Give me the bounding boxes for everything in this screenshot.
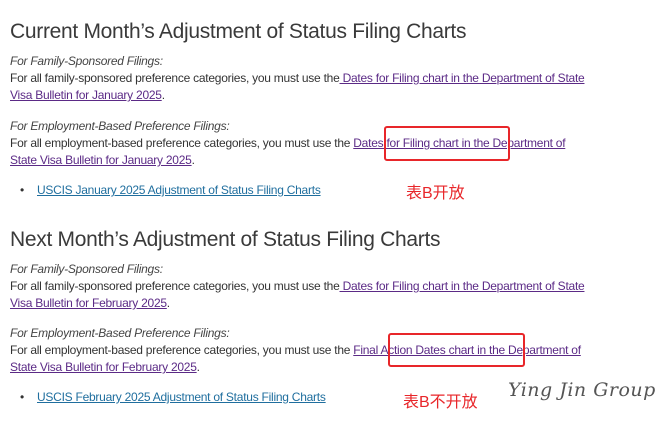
highlight-box bbox=[384, 126, 510, 161]
list-item: USCIS January 2025 Adjustment of Status … bbox=[20, 183, 321, 197]
employment-text: For all employment-based preference cate… bbox=[10, 136, 354, 150]
family-text: For all family-sponsored preference cate… bbox=[10, 71, 340, 85]
visa-bulletin-january-link[interactable]: State Visa Bulletin for January 2025 bbox=[10, 153, 192, 167]
employment-label: For Employment-Based Preference Filings: bbox=[10, 119, 230, 133]
final-action-dates-chart-link[interactable]: Final Action Dates chart bbox=[353, 343, 474, 357]
family-label: For Family-Sponsored Filings: bbox=[10, 262, 163, 276]
dates-for-filing-chart-link[interactable]: Dates for Filing chart bbox=[353, 136, 459, 150]
family-text-line2: Visa Bulletin for February 2025. bbox=[10, 296, 170, 310]
employment-text: For all employment-based preference cate… bbox=[10, 343, 354, 357]
visa-bulletin-february-link[interactable]: State Visa Bulletin for February 2025 bbox=[10, 360, 197, 374]
period: . bbox=[196, 360, 200, 374]
dates-for-filing-link[interactable]: Dates for Filing chart in the Department… bbox=[339, 279, 585, 293]
highlight-box bbox=[388, 333, 525, 367]
family-text-line: For all family-sponsored preference cate… bbox=[10, 71, 585, 85]
uscis-february-charts-link[interactable]: USCIS February 2025 Adjustment of Status… bbox=[37, 390, 326, 404]
visa-bulletin-february-link[interactable]: Visa Bulletin for February 2025 bbox=[10, 296, 167, 310]
period: . bbox=[166, 296, 170, 310]
watermark-logo: Ying Jin Group bbox=[508, 379, 656, 401]
period: . bbox=[161, 88, 165, 102]
employment-label: For Employment-Based Preference Filings: bbox=[10, 326, 230, 340]
current-month-heading: Current Month’s Adjustment of Status Fil… bbox=[10, 20, 467, 43]
family-label: For Family-Sponsored Filings: bbox=[10, 54, 163, 68]
visa-bulletin-january-link[interactable]: Visa Bulletin for January 2025 bbox=[10, 88, 162, 102]
employment-text-line2: State Visa Bulletin for February 2025. bbox=[10, 360, 200, 374]
department-of-state-link[interactable]: in the Department of bbox=[458, 136, 566, 150]
family-text-line: For all family-sponsored preference cate… bbox=[10, 279, 585, 293]
dates-for-filing-link[interactable]: Dates for Filing chart in the Department… bbox=[339, 71, 585, 85]
next-month-heading: Next Month’s Adjustment of Status Filing… bbox=[10, 228, 441, 251]
annotation-open: 表B开放 bbox=[406, 185, 465, 202]
family-text-line2: Visa Bulletin for January 2025. bbox=[10, 88, 165, 102]
department-of-state-link[interactable]: in the Department of bbox=[474, 343, 581, 357]
annotation-not-open: 表B不开放 bbox=[403, 394, 478, 411]
employment-text-line: For all employment-based preference cate… bbox=[10, 136, 566, 150]
family-text: For all family-sponsored preference cate… bbox=[10, 279, 340, 293]
employment-text-line2: State Visa Bulletin for January 2025. bbox=[10, 153, 195, 167]
employment-text-line: For all employment-based preference cate… bbox=[10, 343, 581, 357]
list-item: USCIS February 2025 Adjustment of Status… bbox=[20, 390, 326, 404]
uscis-january-charts-link[interactable]: USCIS January 2025 Adjustment of Status … bbox=[37, 183, 321, 197]
period: . bbox=[191, 153, 195, 167]
